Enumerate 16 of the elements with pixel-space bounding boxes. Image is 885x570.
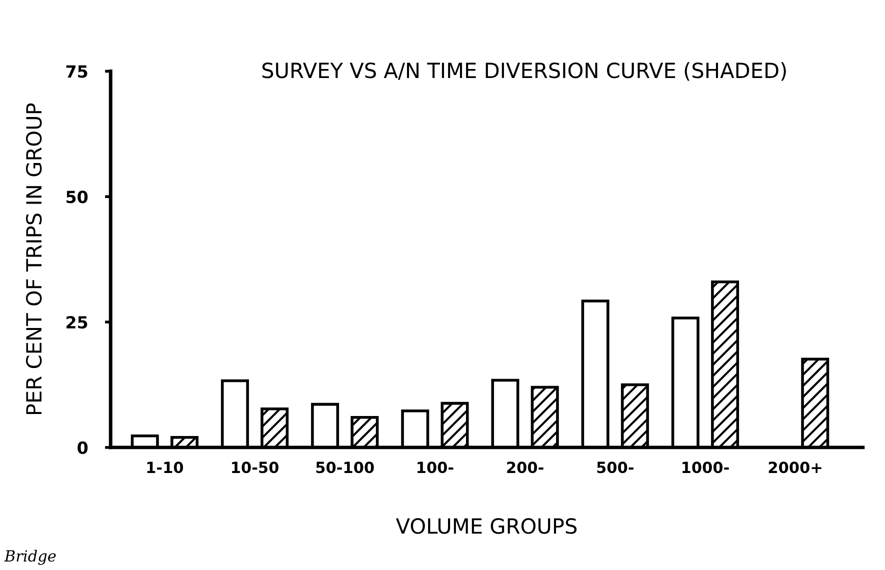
y-tick-label: 75: [66, 65, 88, 78]
x-tick-label: 10-50: [232, 462, 278, 474]
x-axis-title: VOLUME GROUPS: [396, 518, 577, 534]
text: Bridge: [4, 550, 56, 565]
y-tick-label: 50: [66, 190, 88, 204]
x-tick-label: 200-: [507, 462, 544, 474]
y-tick-label: 25: [66, 316, 88, 329]
x-tick-label: 50-100: [316, 462, 374, 474]
y-axis-title: PER CENT OF TRIPS IN GROUP: [26, 103, 42, 414]
x-tick-label: 2000+: [768, 462, 822, 474]
x-tick-label: 500-: [597, 462, 634, 474]
x-tick-label: 100-: [418, 462, 454, 474]
x-tick-label: 1000-: [682, 462, 729, 474]
x-tick-label: 1-10: [147, 462, 184, 474]
y-tick-label: 0: [78, 441, 88, 454]
chart-title: SURVEY VS A/N TIME DIVERSION CURVE (SHADED): [262, 62, 786, 81]
